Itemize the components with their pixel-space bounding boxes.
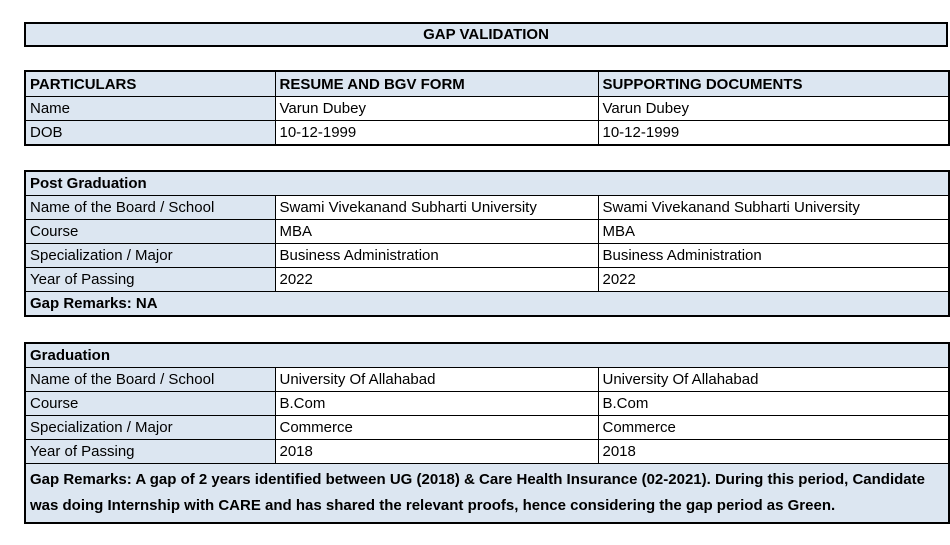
value-cell-ug-course-resume: B.Com [274,391,599,416]
table-row-ug-specialization: Specialization / Major Commerce Commerce [24,415,950,440]
graduation-remarks-row: Gap Remarks: A gap of 2 years identified… [24,463,950,524]
value-cell-pg-course-resume: MBA [274,219,599,244]
post-graduation-section-row: Post Graduation [24,170,950,196]
gap-remarks-post-graduation: Gap Remarks: NA [24,291,950,317]
gap-validation-document: GAP VALIDATION PARTICULARS RESUME AND BG… [0,22,950,545]
value-cell-pg-course-supporting: MBA [597,219,950,244]
post-graduation-table: Post Graduation Name of the Board / Scho… [24,170,950,317]
table-row-dob: DOB 10-12-1999 10-12-1999 [24,120,950,146]
table-row-pg-specialization: Specialization / Major Business Administ… [24,243,950,268]
value-cell-pg-board-resume: Swami Vivekanand Subharti University [274,195,599,220]
row-label-dob: DOB [24,120,276,146]
value-cell-ug-year-supporting: 2018 [597,439,950,464]
particulars-header-row: PARTICULARS RESUME AND BGV FORM SUPPORTI… [24,70,950,97]
table-row-ug-year: Year of Passing 2018 2018 [24,439,950,464]
value-cell-ug-course-supporting: B.Com [597,391,950,416]
value-cell-pg-year-resume: 2022 [274,267,599,292]
table-row-pg-course: Course MBA MBA [24,219,950,244]
row-label-ug-board: Name of the Board / School [24,367,276,392]
row-label-pg-course: Course [24,219,276,244]
row-label-pg-specialization: Specialization / Major [24,243,276,268]
value-cell-name-supporting: Varun Dubey [597,96,950,121]
value-cell-dob-resume: 10-12-1999 [274,120,599,146]
row-label-ug-specialization: Specialization / Major [24,415,276,440]
particulars-table: PARTICULARS RESUME AND BGV FORM SUPPORTI… [24,70,950,146]
document-title-bar: GAP VALIDATION [24,22,948,47]
value-cell-ug-specialization-supporting: Commerce [597,415,950,440]
value-cell-pg-year-supporting: 2022 [597,267,950,292]
value-cell-ug-specialization-resume: Commerce [274,415,599,440]
row-label-pg-board: Name of the Board / School [24,195,276,220]
table-row-pg-year: Year of Passing 2022 2022 [24,267,950,292]
table-row-pg-board: Name of the Board / School Swami Vivekan… [24,195,950,220]
value-cell-ug-board-resume: University Of Allahabad [274,367,599,392]
page-title: GAP VALIDATION [423,26,549,43]
row-label-ug-course: Course [24,391,276,416]
value-cell-pg-specialization-supporting: Business Administration [597,243,950,268]
table-row-name: Name Varun Dubey Varun Dubey [24,96,950,121]
value-cell-ug-year-resume: 2018 [274,439,599,464]
row-label-ug-year: Year of Passing [24,439,276,464]
table-row-ug-board: Name of the Board / School University Of… [24,367,950,392]
value-cell-pg-specialization-resume: Business Administration [274,243,599,268]
graduation-section-row: Graduation [24,342,950,368]
row-label-pg-year: Year of Passing [24,267,276,292]
row-label-name: Name [24,96,276,121]
column-header-supporting-docs: SUPPORTING DOCUMENTS [597,70,950,97]
table-row-ug-course: Course B.Com B.Com [24,391,950,416]
section-header-post-graduation: Post Graduation [24,170,950,196]
section-header-graduation: Graduation [24,342,950,368]
value-cell-name-resume: Varun Dubey [274,96,599,121]
post-graduation-remarks-row: Gap Remarks: NA [24,291,950,317]
graduation-table: Graduation Name of the Board / School Un… [24,342,950,524]
column-header-particulars: PARTICULARS [24,70,276,97]
gap-remarks-graduation: Gap Remarks: A gap of 2 years identified… [24,463,950,524]
value-cell-pg-board-supporting: Swami Vivekanand Subharti University [597,195,950,220]
value-cell-ug-board-supporting: University Of Allahabad [597,367,950,392]
column-header-resume-bgv: RESUME AND BGV FORM [274,70,599,97]
value-cell-dob-supporting: 10-12-1999 [597,120,950,146]
